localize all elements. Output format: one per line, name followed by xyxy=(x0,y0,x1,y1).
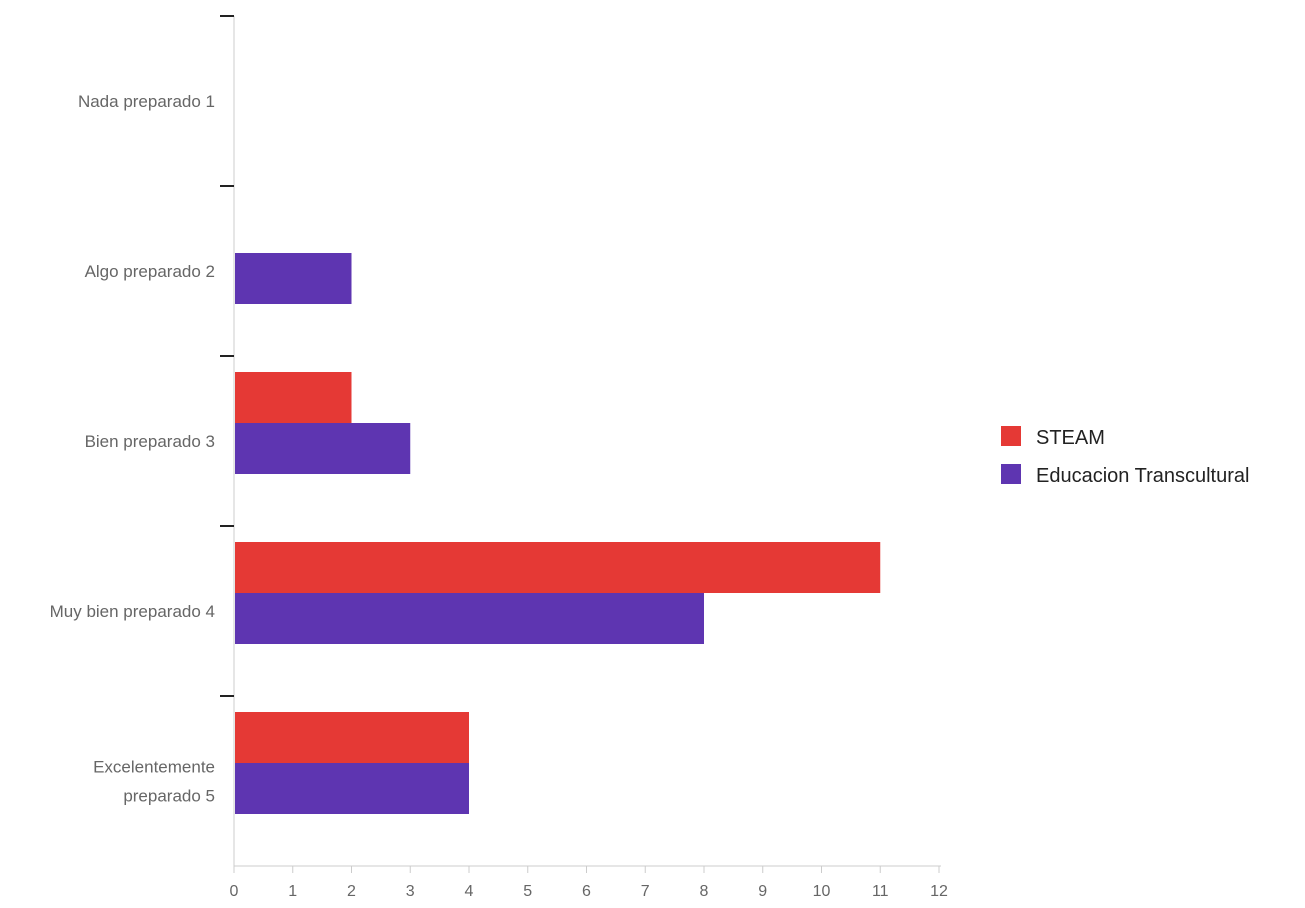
x-tick-label: 2 xyxy=(347,883,356,900)
x-tick-label: 8 xyxy=(700,883,709,900)
legend-label: Educacion Transcultural xyxy=(1036,465,1249,487)
x-tick-label: 4 xyxy=(465,883,474,900)
x-tick-label: 5 xyxy=(523,883,532,900)
legend-swatch xyxy=(1001,426,1021,446)
bar-educacion-transcultural xyxy=(235,763,469,814)
bar-educacion-transcultural xyxy=(235,253,352,304)
category-label: preparado 5 xyxy=(123,787,215,806)
x-tick-label: 11 xyxy=(872,883,889,900)
legend-swatch xyxy=(1001,464,1021,484)
category-label: Nada preparado 1 xyxy=(78,92,215,111)
x-tick-label: 3 xyxy=(406,883,415,900)
bar-steam xyxy=(235,372,352,423)
x-tick-label: 6 xyxy=(582,883,591,900)
legend-label: STEAM xyxy=(1036,427,1105,449)
bar-educacion-transcultural xyxy=(235,423,411,474)
bar-steam xyxy=(235,712,469,763)
x-tick-label: 12 xyxy=(930,883,948,900)
category-label: Algo preparado 2 xyxy=(85,262,215,281)
category-label: Muy bien preparado 4 xyxy=(50,602,215,621)
x-tick-label: 1 xyxy=(288,883,297,900)
bar-educacion-transcultural xyxy=(235,593,704,644)
x-tick-label: 7 xyxy=(641,883,650,900)
x-tick-label: 9 xyxy=(758,883,767,900)
x-tick-label: 0 xyxy=(230,883,239,900)
category-label: Excelentemente xyxy=(93,758,215,777)
bar-steam xyxy=(235,542,881,593)
category-label: Bien preparado 3 xyxy=(85,432,215,451)
x-tick-label: 10 xyxy=(813,883,831,900)
